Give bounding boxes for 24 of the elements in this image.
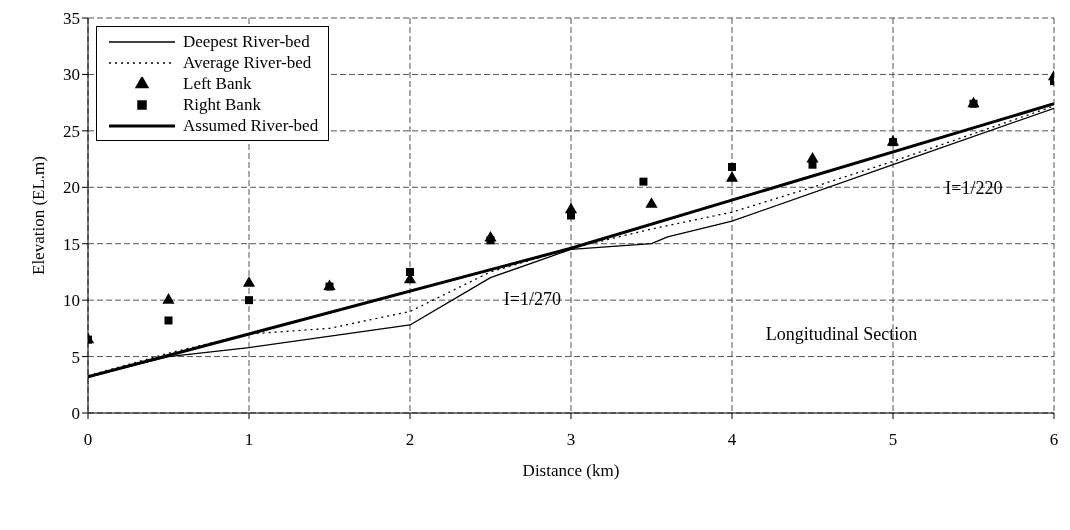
x-axis-title: Distance (km) [522,461,620,480]
x-tick-label: 2 [405,430,415,450]
y-tick-label: 10 [63,291,80,311]
x-tick-label: 1 [244,430,254,450]
y-tick-label: 30 [63,65,80,85]
y-tick-label: 5 [71,347,80,367]
legend-label: Left Bank [183,73,252,94]
x-tick-label: 5 [888,430,898,450]
annotation: I=1/270 [503,288,561,309]
legend-label: Assumed River-bed [183,115,319,136]
x-tick-label: 3 [566,430,576,450]
legend-label: Average River-bed [183,52,312,73]
y-tick-label: 25 [63,121,80,141]
x-tick-label: 6 [1049,430,1059,450]
y-tick-label: 35 [63,9,80,29]
y-tick-label: 15 [63,234,80,254]
y-tick-label: 20 [63,178,80,198]
annotation: Longitudinal Section [765,324,918,345]
legend-label: Right Bank [183,94,261,115]
x-tick-label: 4 [727,430,737,450]
y-tick-label: 0 [71,404,80,424]
legend-label: Deepest River-bed [183,31,310,52]
annotation: I=1/220 [945,178,1003,199]
y-axis-title: Elevation (EL.m) [29,156,49,275]
